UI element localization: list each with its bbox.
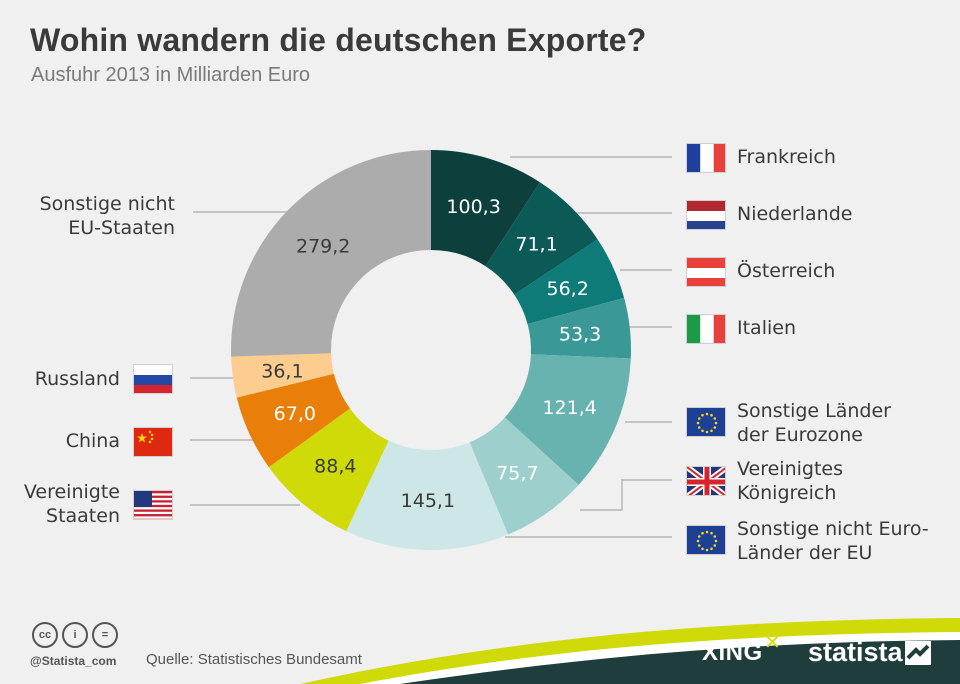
xing-logo: XING <box>702 639 763 666</box>
footer-wave <box>300 618 960 684</box>
usa-flag <box>133 490 173 520</box>
slice-9 <box>231 353 334 398</box>
italy-flag <box>686 314 726 344</box>
slice-3 <box>527 297 632 359</box>
leader-uk <box>580 479 672 511</box>
footer-credit: @Statista_com <box>30 654 117 668</box>
legend-sonstige-line2: EU-Staaten <box>68 217 175 239</box>
legend-noneuro-line1: Sonstige nicht Euro- <box>737 518 929 540</box>
value-label-1: 71,1 <box>515 233 557 255</box>
legend-italien: Italien <box>737 317 796 339</box>
value-label-0: 100,3 <box>446 196 500 218</box>
value-label-2: 56,2 <box>547 278 589 300</box>
legend-eurozone-line1: Sonstige Länder <box>737 400 891 422</box>
value-label-6: 145,1 <box>401 490 455 512</box>
xing-x-icon: ✕ <box>764 632 781 654</box>
legend-niederlande: Niederlande <box>737 203 853 225</box>
value-label-5: 75,7 <box>496 463 538 485</box>
cc-icon: cc <box>32 622 58 648</box>
legend-frankreich: Frankreich <box>737 146 836 168</box>
slice-6 <box>346 440 509 550</box>
slice-1 <box>485 182 598 295</box>
legend-oesterreich: Österreich <box>737 260 836 282</box>
legend-eurozone-line2: der Eurozone <box>737 424 863 446</box>
by-icon: i <box>62 622 88 648</box>
slice-10 <box>230 150 431 357</box>
legend-russland: Russland <box>34 368 120 390</box>
value-label-10: 279,2 <box>296 236 350 258</box>
value-label-9: 36,1 <box>261 360 303 382</box>
slice-4 <box>504 354 631 485</box>
donut-value-labels: 100,3 71,1 56,2 53,3 121,4 75,7 145,1 88,4 67,0 3… <box>261 196 601 512</box>
statista-logo: statista <box>808 637 903 667</box>
value-label-8: 67,0 <box>274 403 316 425</box>
slice-0 <box>431 150 540 267</box>
legend-uk-line1: Vereinigtes <box>737 458 843 480</box>
legend-noneuro-line2: Länder der EU <box>737 542 873 564</box>
france-flag <box>686 143 726 173</box>
leader-lines <box>190 156 672 538</box>
license-icons: cc i = <box>32 622 122 648</box>
legend-usa-line2: Staaten <box>46 505 120 527</box>
slice-2 <box>514 239 625 324</box>
legend-uk-line2: Königreich <box>737 482 837 504</box>
china-flag <box>133 427 173 457</box>
russia-flag <box>133 364 173 394</box>
legend-usa-line1: Vereinigte <box>23 481 120 503</box>
legend-china: China <box>65 430 120 452</box>
eu-flag <box>686 407 726 437</box>
value-label-4: 121,4 <box>542 397 596 419</box>
eu-flag <box>686 525 726 555</box>
donut-slices <box>230 150 632 550</box>
austria-flag <box>686 257 726 287</box>
netherlands-flag <box>686 200 726 230</box>
slice-8 <box>236 373 350 468</box>
slice-7 <box>268 408 389 532</box>
footer-source: Quelle: Statistisches Bundesamt <box>146 651 362 668</box>
legend-sonstige-line1: Sonstige nicht <box>39 193 175 215</box>
chart-subtitle: Ausfuhr 2013 in Milliarden Euro <box>31 64 311 86</box>
statista-icon <box>905 641 931 665</box>
uk-flag <box>686 466 726 496</box>
value-label-7: 88,4 <box>314 456 356 478</box>
slice-5 <box>469 417 579 535</box>
nd-icon: = <box>92 622 118 648</box>
value-label-3: 53,3 <box>559 323 601 345</box>
chart-title: Wohin wandern die deutschen Exporte? <box>30 22 647 58</box>
